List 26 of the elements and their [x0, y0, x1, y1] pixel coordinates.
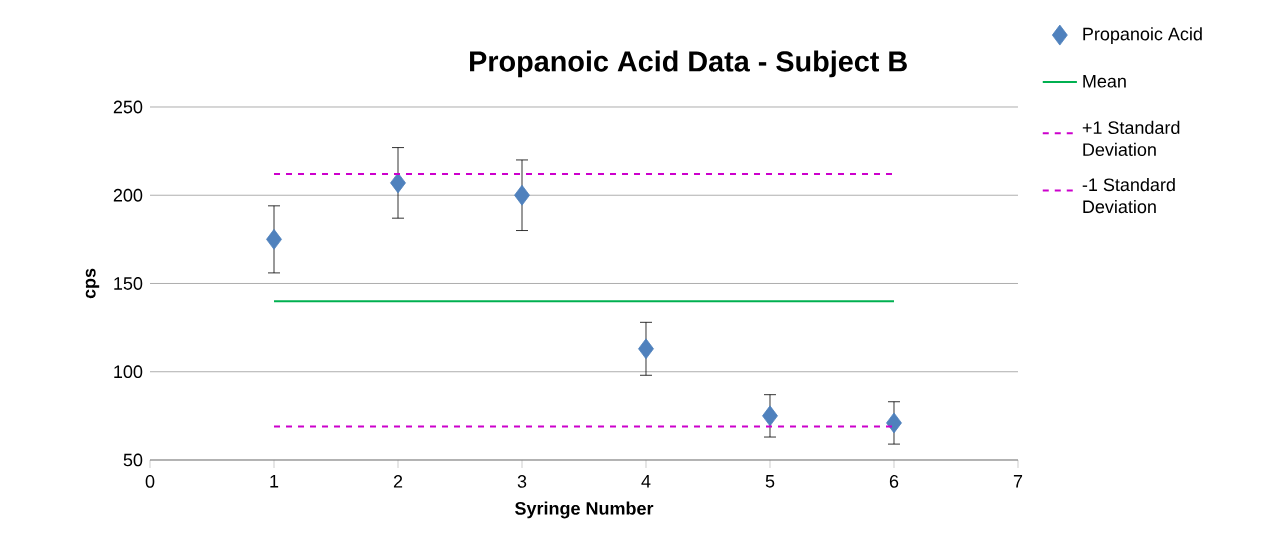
point — [886, 412, 902, 434]
x-tick-label: 2 — [393, 475, 403, 488]
x-tick-label: 0 — [145, 475, 155, 488]
x-tick-label: 7 — [1013, 475, 1023, 488]
legend-label: Propanoic Acid — [1083, 27, 1202, 44]
x-tick-label: 4 — [641, 475, 651, 488]
point — [762, 405, 778, 427]
y-tick-label: 200 — [113, 188, 143, 202]
y-tick-label: 150 — [114, 277, 143, 290]
legend-label: Mean — [1083, 75, 1126, 88]
x-tick-label: 6 — [889, 475, 899, 488]
chart-title: Propanoic Acid Data - Subject B — [470, 50, 907, 78]
y-tick-label: 50 — [123, 453, 143, 467]
y-axis-title: cps — [85, 268, 100, 299]
x-tick-label: 1 — [270, 475, 279, 488]
legend-label: +1 Standard Deviation — [1082, 120, 1180, 157]
x-axis-title: Syringe Number — [515, 501, 654, 519]
point — [390, 172, 406, 194]
x-tick-label: 3 — [517, 475, 527, 488]
y-tick-label: 250 — [113, 100, 143, 114]
point — [266, 228, 282, 250]
x-tick-label: 5 — [765, 475, 775, 488]
y-tick-label: 100 — [114, 365, 143, 379]
point — [514, 184, 530, 206]
legend-label: -1 Standard Deviation — [1082, 177, 1175, 214]
point — [638, 338, 654, 360]
